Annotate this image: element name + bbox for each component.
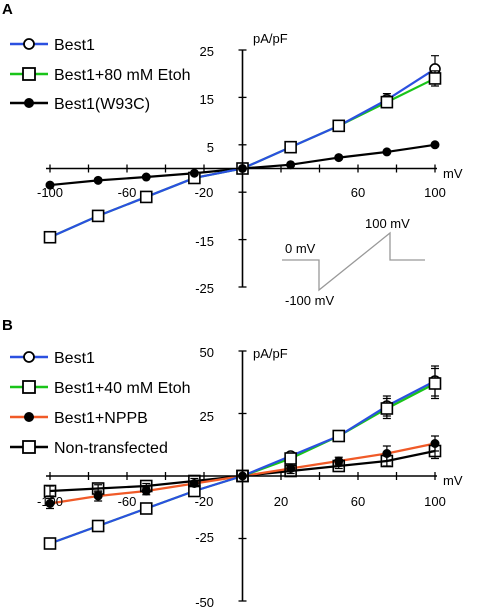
data-point — [139, 479, 153, 493]
data-point — [91, 209, 105, 223]
data-point — [45, 499, 55, 508]
data-point — [43, 484, 57, 498]
panel-a-x-tick-label: -20 — [195, 185, 214, 200]
legend-marker-best1 — [23, 38, 35, 50]
panel-b-x-tick-label: 60 — [351, 494, 365, 509]
legend-marker-best1-nppb — [24, 412, 34, 422]
panel-a-y-tick-label: -15 — [195, 234, 214, 249]
data-point — [284, 140, 297, 154]
panel-b-x-tick-label: -60 — [118, 494, 137, 509]
data-point — [332, 459, 346, 473]
legend-marker-best1-etoh — [22, 67, 36, 81]
data-point — [91, 482, 105, 495]
data-point — [428, 444, 442, 458]
protocol-label-0mv: 0 mV — [285, 241, 316, 256]
error-bar — [334, 462, 343, 470]
legend-marker-best1 — [23, 351, 35, 363]
data-point — [332, 429, 346, 443]
error-bar — [286, 467, 295, 475]
legend-label-best1-etoh: Best1+40 mM Etoh — [54, 380, 191, 397]
legend-label-non-transfected: Non-transfected — [54, 440, 168, 457]
legend-label-best1-nppb: Best1+NPPB — [54, 410, 148, 427]
data-point — [43, 537, 57, 550]
panel-a-label: A — [2, 1, 13, 18]
panel-b-y-axis-label: pA/pF — [253, 346, 288, 361]
protocol-label-100mv: 100 mV — [365, 216, 410, 231]
data-point — [93, 175, 103, 185]
data-point — [43, 230, 57, 244]
data-point — [45, 180, 55, 190]
data-point — [91, 519, 105, 533]
data-point — [332, 119, 346, 133]
panel-b-x-tick-label: -100 — [37, 494, 63, 509]
legend-label-best1: Best1 — [54, 350, 95, 367]
panel-b-y-tick-label: 25 — [200, 409, 214, 424]
panel-b-y-tick-label: -50 — [195, 595, 214, 610]
panel-a-y-axis-label: pA/pF — [253, 31, 288, 46]
panel-a-x-tick-label: 60 — [351, 185, 365, 200]
data-point — [286, 160, 296, 170]
voltage-protocol-trace — [282, 231, 425, 292]
data-point — [430, 140, 440, 150]
legend-label-best1-etoh: Best1+80 mM Etoh — [54, 67, 191, 84]
data-point — [380, 454, 394, 468]
panel-a-y-tick-label: 5 — [207, 140, 214, 155]
panel-b-y-tick-label: 50 — [200, 345, 214, 360]
panel-a: A pA/pF mV 25 15 5 -15 -25 -100 -60 -20 … — [2, 1, 463, 308]
panel-b-x-tick-label: -20 — [195, 494, 214, 509]
panel-b: B pA/pF mV 50 25 -25 -50 -100 -60 -20 20… — [2, 317, 463, 610]
panel-a-x-tick-label: -100 — [37, 185, 63, 200]
data-point — [334, 153, 344, 163]
panel-b-axes — [46, 350, 437, 602]
panel-a-y-tick-label: 15 — [200, 92, 214, 107]
data-point — [428, 72, 442, 85]
panel-b-x-tick-label: 100 — [424, 494, 446, 509]
panel-a-y-tick-label: 25 — [200, 44, 214, 59]
panel-b-legend: Best1 Best1+40 mM Etoh Best1+NPPB Non-tr… — [10, 350, 191, 457]
data-point — [284, 452, 297, 465]
legend-marker-best1-etoh — [22, 380, 36, 394]
data-point — [141, 172, 151, 182]
data-point — [380, 402, 394, 415]
legend-marker-best1-w93c — [24, 98, 34, 108]
error-bar — [94, 484, 103, 493]
panel-a-x-tick-label: 100 — [424, 185, 446, 200]
data-point — [139, 190, 153, 204]
panel-a-x-tick-label: -60 — [118, 185, 137, 200]
error-bar — [190, 477, 199, 485]
legend-label-best1: Best1 — [54, 37, 95, 54]
error-bar — [142, 482, 151, 490]
data-point — [380, 95, 394, 109]
legend-label-best1-w93c: Best1(W93C) — [54, 96, 150, 113]
panel-b-label: B — [2, 317, 13, 334]
panel-b-x-axis-label: mV — [443, 473, 463, 488]
panel-b-y-tick-label: -25 — [195, 530, 214, 545]
protocol-label-minus100mv: -100 mV — [285, 293, 334, 308]
panel-b-x-tick-label: 20 — [274, 494, 288, 509]
data-point — [428, 377, 442, 390]
data-point — [382, 147, 392, 157]
data-point — [139, 502, 153, 515]
panel-a-axes — [46, 49, 437, 288]
voltage-protocol-inset: 0 mV 100 mV -100 mV — [282, 216, 425, 308]
legend-marker-non-transfected — [22, 440, 36, 454]
data-point — [189, 168, 199, 178]
panel-a-x-axis-label: mV — [443, 166, 463, 181]
panel-a-legend: Best1 Best1+80 mM Etoh Best1(W93C) — [10, 37, 191, 113]
panel-a-y-tick-label: -25 — [195, 281, 214, 296]
